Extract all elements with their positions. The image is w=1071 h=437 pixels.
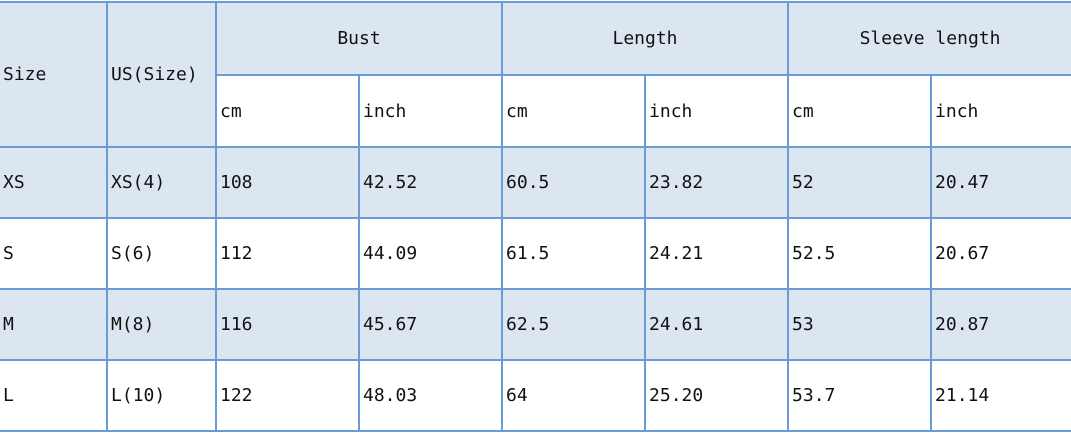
unit-length-cm: cm [501, 74, 647, 148]
header-us-size: US(Size) [106, 1, 217, 148]
table-cell: 52 [787, 146, 933, 219]
table-cell: 61.5 [501, 217, 647, 290]
table-cell: 24.21 [644, 217, 790, 290]
table-row: L L(10) 122 48.03 64 25.20 53.7 21.14 [0, 359, 1071, 432]
header-size: Size [0, 1, 108, 148]
table-cell: 60.5 [501, 146, 647, 219]
table-cell: M [0, 288, 108, 361]
table-cell: 23.82 [644, 146, 790, 219]
table-cell: S [0, 217, 108, 290]
table-cell: L(10) [106, 359, 217, 432]
table-cell: XS [0, 146, 108, 219]
table-cell: 21.14 [930, 359, 1071, 432]
table-cell: 20.47 [930, 146, 1071, 219]
table-cell: S(6) [106, 217, 217, 290]
table-cell: 108 [215, 146, 360, 219]
table-cell: 122 [215, 359, 360, 432]
table-cell: 116 [215, 288, 360, 361]
table-cell: 53.7 [787, 359, 933, 432]
unit-bust-inch: inch [357, 74, 504, 148]
table-cell: 25.20 [644, 359, 790, 432]
table-cell: 112 [215, 217, 360, 290]
table-cell: 64 [501, 359, 647, 432]
table-cell: L [0, 359, 108, 432]
table-cell: 20.67 [930, 217, 1071, 290]
table-cell: M(8) [106, 288, 217, 361]
table-row: S S(6) 112 44.09 61.5 24.21 52.5 20.67 [0, 217, 1071, 290]
table-cell: 45.67 [357, 288, 504, 361]
table-cell: 62.5 [501, 288, 647, 361]
table-cell: 52.5 [787, 217, 933, 290]
table-row: XS XS(4) 108 42.52 60.5 23.82 52 20.47 [0, 146, 1071, 219]
header-row-units: cm inch cm inch cm inch [0, 74, 1071, 148]
unit-bust-cm: cm [215, 74, 360, 148]
header-bust: Bust [214, 1, 504, 76]
table-cell: 48.03 [357, 359, 504, 432]
header-sleeve-length: Sleeve length [787, 1, 1071, 76]
table-cell: XS(4) [106, 146, 217, 219]
table-cell: 53 [787, 288, 933, 361]
table-cell: 24.61 [644, 288, 790, 361]
header-length: Length [501, 1, 790, 76]
unit-sleeve-inch: inch [930, 74, 1071, 148]
unit-length-inch: inch [644, 74, 790, 148]
header-row-groups: Size US(Size) Bust Length Sleeve length [0, 1, 1071, 148]
unit-sleeve-cm: cm [787, 74, 933, 148]
table-row: M M(8) 116 45.67 62.5 24.61 53 20.87 [0, 288, 1071, 361]
table-cell: 20.87 [930, 288, 1071, 361]
table-cell: 44.09 [357, 217, 504, 290]
table-cell: 42.52 [357, 146, 504, 219]
